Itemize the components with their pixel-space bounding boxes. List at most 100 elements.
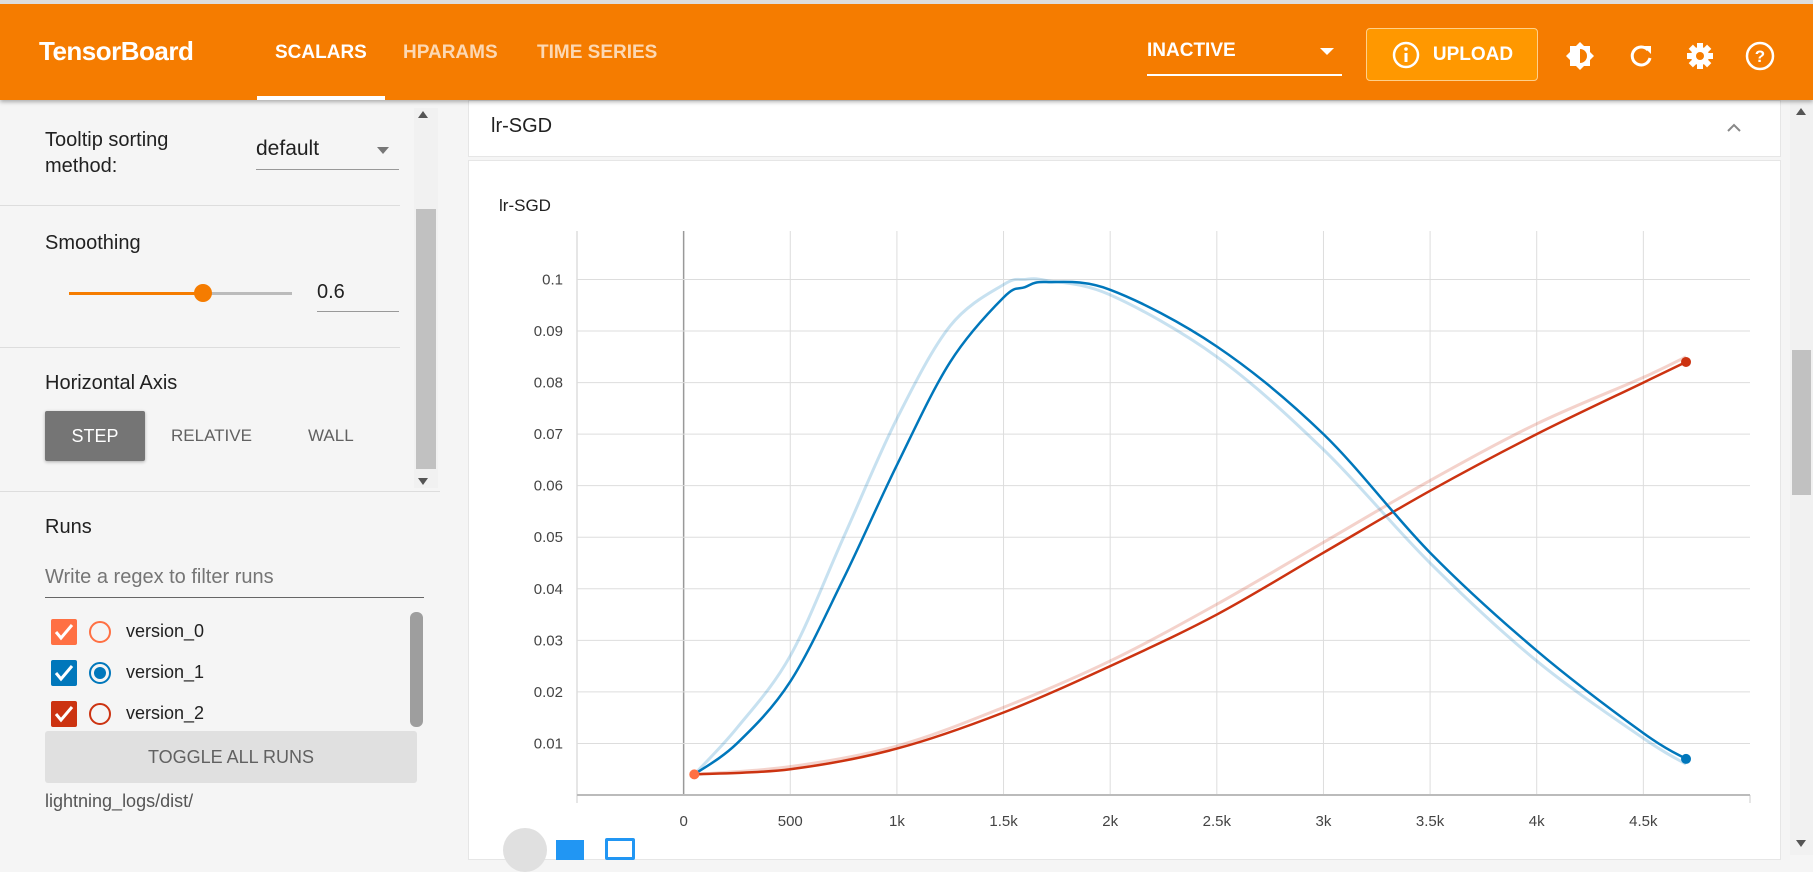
y-tick-label: 0.08 (534, 375, 563, 392)
x-tick-label: 4k (1529, 813, 1545, 830)
y-tick-label: 0.02 (534, 684, 563, 701)
run-item[interactable]: version_1 (51, 660, 381, 690)
x-tick-label: 1.5k (989, 813, 1018, 830)
tab-time-series[interactable]: TIME SERIES (537, 42, 658, 63)
x-tick-label: 2.5k (1203, 813, 1232, 830)
y-tick-label: 0.1 (542, 271, 563, 288)
y-tick-label: 0.07 (534, 426, 563, 443)
y-tick-label: 0.03 (534, 632, 563, 649)
axis-wall-button[interactable]: WALL (308, 426, 354, 445)
y-tick-label: 0.06 (534, 478, 563, 495)
tab-hparams[interactable]: HPARAMS (403, 42, 498, 63)
y-tick-label: 0.04 (534, 581, 563, 598)
active-tab-indicator (257, 96, 385, 100)
info-icon (1392, 41, 1420, 68)
plugin-select[interactable]: INACTIVE (1147, 40, 1342, 76)
download-data-icon[interactable] (605, 838, 635, 860)
sidebar: Tooltip sorting method: default Smoothing… (0, 100, 440, 855)
theme-toggle-icon[interactable] (1564, 40, 1596, 72)
runs-scrollbar[interactable] (410, 612, 423, 727)
page-scrollbar[interactable] (1790, 100, 1813, 855)
main-panel: lr-SGD lr-SGD 0 500 1k 1.5k 2k 2.5k 3k 3.5k 4k 4.… (440, 100, 1790, 872)
tooltip-sorting-label-line1: Tooltip sorting (45, 129, 169, 151)
toggle-all-runs-button[interactable]: TOGGLE ALL RUNS (45, 731, 417, 783)
card-header[interactable]: lr-SGD (468, 100, 1781, 157)
runs-filter-input[interactable]: Write a regex to filter runs (45, 562, 424, 598)
chart-title: lr-SGD (499, 196, 551, 215)
settings-icon[interactable] (1684, 40, 1716, 72)
tooltip-sorting-select[interactable]: default (256, 130, 399, 170)
runs-label: Runs (45, 516, 92, 538)
scroll-down-arrow-icon[interactable] (1796, 840, 1806, 847)
x-tick-label: 500 (778, 813, 803, 830)
end-point-version_0 (689, 769, 700, 780)
smoothed-line-version_1 (693, 280, 1687, 776)
tab-scalars[interactable]: SCALARS (275, 42, 367, 63)
y-tick-label: 0.01 (534, 735, 563, 752)
x-tick-label: 3.5k (1416, 813, 1445, 830)
top-bar: TensorBoard SCALARS HPARAMS TIME SERIES … (0, 0, 1813, 100)
settings-scrollbar[interactable] (414, 108, 438, 488)
x-tick-label: 3k (1316, 813, 1332, 830)
smoothing-label: Smoothing (45, 232, 141, 254)
run-item[interactable]: version_2 (51, 701, 381, 731)
checkmark-icon (54, 665, 74, 682)
run-checkbox[interactable] (51, 660, 77, 686)
scrollbar-thumb[interactable] (416, 209, 436, 469)
end-point-version_1 (1681, 753, 1692, 764)
fit-domain-button[interactable] (503, 828, 547, 872)
scroll-up-arrow-icon[interactable] (1796, 108, 1806, 115)
tooltip-sorting-value: default (256, 137, 320, 160)
run-label: version_0 (126, 621, 205, 641)
run-radio[interactable] (89, 703, 111, 725)
run-item[interactable]: version_0 (51, 619, 381, 649)
run-radio[interactable] (89, 621, 111, 643)
help-icon[interactable]: ? (1744, 40, 1776, 72)
scroll-up-arrow-icon[interactable] (418, 111, 428, 118)
end-point-version_2 (1681, 356, 1692, 367)
run-checkbox[interactable] (51, 701, 77, 727)
scrollbar-thumb[interactable] (1792, 350, 1811, 495)
x-tick-label: 4.5k (1629, 813, 1658, 830)
plugin-select-value: INACTIVE (1147, 40, 1236, 61)
upload-button[interactable]: UPLOAD (1366, 28, 1538, 81)
horizontal-axis-label: Horizontal Axis (45, 372, 178, 394)
divider (0, 205, 400, 206)
smoothed-line-version_2 (694, 360, 1687, 776)
x-tick-label: 1k (889, 813, 905, 830)
y-tick-label: 0.05 (534, 529, 563, 546)
divider (0, 491, 440, 492)
scroll-down-arrow-icon[interactable] (418, 478, 428, 485)
upload-label: UPLOAD (1432, 43, 1514, 65)
slider-knob[interactable] (194, 284, 212, 302)
line-chart[interactable]: 0 500 1k 1.5k 2k 2.5k 3k 3.5k 4k 4.5k 0.01 0.02 0.03… (440, 100, 1790, 855)
log-dir-label: lightning_logs/dist/ (45, 791, 194, 811)
run-radio[interactable] (89, 662, 111, 684)
divider (0, 347, 400, 348)
run-label: version_2 (126, 703, 205, 723)
refresh-icon[interactable] (1625, 40, 1657, 72)
run-checkbox[interactable] (51, 619, 77, 645)
app-logo: TensorBoard (39, 36, 194, 66)
x-tick-label: 0 (679, 813, 687, 830)
slider-fill (69, 292, 203, 295)
smoothing-input[interactable]: 0.6 (317, 276, 399, 312)
svg-text:?: ? (1755, 47, 1765, 66)
smoothing-input-value: 0.6 (317, 281, 345, 303)
checkmark-icon (54, 624, 74, 641)
dropdown-arrow-icon (377, 147, 389, 154)
y-tick-label: 0.09 (534, 323, 563, 340)
tooltip-sorting-label: Tooltip sorting method: (45, 127, 168, 179)
run-label: version_1 (126, 662, 205, 682)
raw-line-version_2 (694, 355, 1687, 776)
x-tick-label: 2k (1102, 813, 1118, 830)
axis-relative-button[interactable]: RELATIVE (171, 426, 252, 445)
raw-line-version_1 (693, 277, 1687, 776)
tooltip-sorting-label-line2: method: (45, 155, 118, 177)
dropdown-arrow-icon (1320, 48, 1334, 55)
axis-step-button[interactable]: STEP (45, 411, 145, 461)
log-scale-toggle-icon[interactable] (556, 840, 584, 860)
chevron-up-icon[interactable] (1724, 117, 1744, 137)
smoothing-slider[interactable] (69, 284, 292, 302)
checkmark-icon (54, 706, 74, 723)
